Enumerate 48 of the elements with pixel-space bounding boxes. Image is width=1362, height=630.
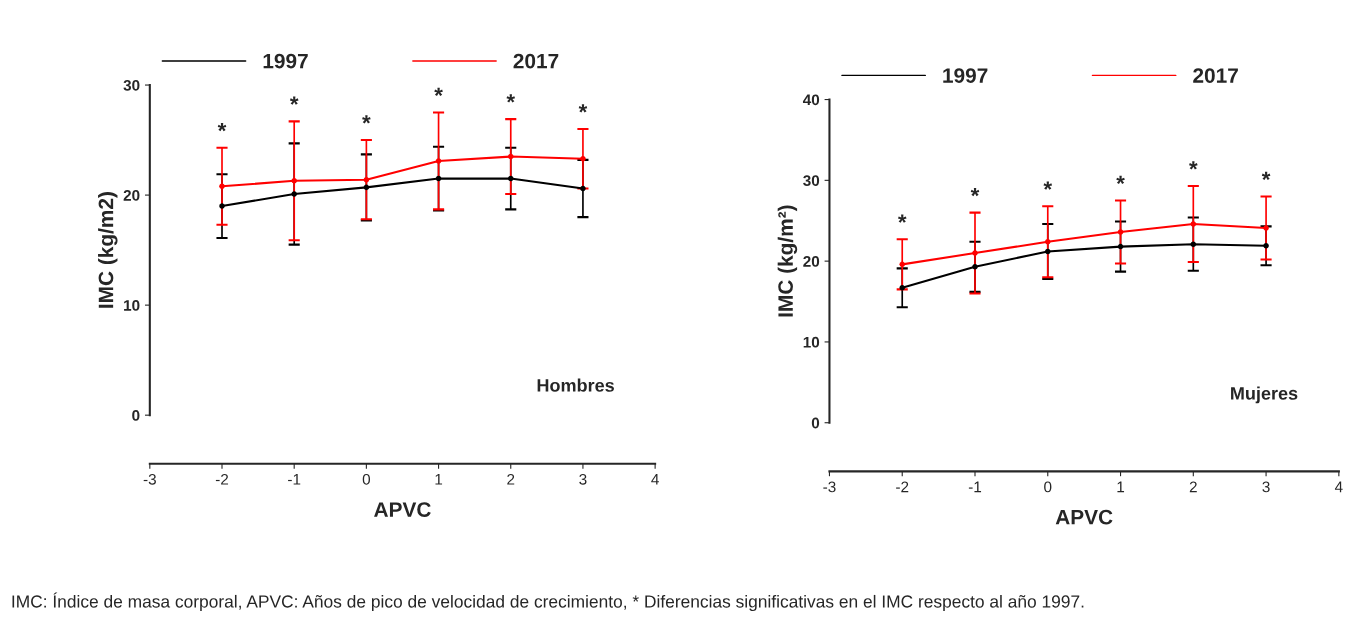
x-tick-label: -3 bbox=[823, 481, 836, 493]
annotation: Mujeres bbox=[1231, 386, 1298, 404]
x-tick-label: 4 bbox=[651, 474, 659, 485]
y-tick-label: 0 bbox=[811, 417, 820, 429]
annotation: * bbox=[1189, 161, 1198, 170]
y-tick-label: 20 bbox=[803, 256, 820, 267]
annotation: * bbox=[217, 122, 227, 132]
y-tick-label: 10 bbox=[803, 336, 820, 348]
annotation: * bbox=[1116, 175, 1125, 185]
annotation: * bbox=[1043, 181, 1053, 190]
legend-label: 2017 bbox=[513, 53, 559, 69]
legend-label: 2017 bbox=[1193, 68, 1238, 83]
x-tick-label: 0 bbox=[362, 473, 371, 485]
annotation: Hombres bbox=[537, 378, 614, 392]
x-tick-label: 1 bbox=[1117, 481, 1125, 493]
annotation: * bbox=[362, 115, 371, 124]
legend-label: 1997 bbox=[263, 53, 308, 69]
annotation: * bbox=[897, 214, 907, 223]
y-tick-label: 30 bbox=[803, 175, 820, 187]
y-axis-title: IMC (kg/m2) bbox=[98, 192, 118, 308]
x-tick-label: 2 bbox=[507, 473, 515, 485]
x-tick-label: 3 bbox=[579, 473, 587, 485]
x-axis-title: APVC bbox=[374, 502, 431, 517]
annotation: * bbox=[578, 104, 588, 113]
x-tick-label: 4 bbox=[1334, 481, 1343, 493]
annotation: * bbox=[970, 187, 980, 197]
x-axis-title: APVC bbox=[1055, 509, 1113, 525]
annotation: * bbox=[434, 87, 443, 96]
y-tick-label: 40 bbox=[802, 94, 820, 106]
y-tick-label: 10 bbox=[124, 300, 140, 311]
x-tick-label: -2 bbox=[896, 481, 909, 493]
x-tick-label: 2 bbox=[1189, 481, 1197, 493]
annotation: * bbox=[1261, 171, 1271, 181]
y-axis-title: IMC (kg/m²) bbox=[777, 205, 798, 317]
annotation: * bbox=[289, 96, 299, 105]
x-tick-label: -2 bbox=[215, 473, 229, 485]
y-tick-label: 20 bbox=[123, 189, 140, 201]
x-tick-label: -1 bbox=[288, 474, 301, 485]
text: IMC: Índice de masa corporal, APVC: Años de pico de velocidad de crecimiento, * Diferencias significativas en el IMC respecto al año 1997. bbox=[12, 592, 1084, 612]
x-tick-label: -1 bbox=[968, 481, 982, 493]
y-tick-label: 0 bbox=[132, 410, 140, 421]
x-tick-label: 0 bbox=[1044, 481, 1052, 493]
y-tick-label: 30 bbox=[123, 79, 140, 91]
x-tick-label: 3 bbox=[1262, 481, 1270, 493]
x-tick-label: -3 bbox=[143, 473, 156, 485]
legend-label: 1997 bbox=[943, 68, 988, 83]
x-tick-label: 1 bbox=[435, 474, 443, 485]
annotation: * bbox=[506, 94, 516, 103]
